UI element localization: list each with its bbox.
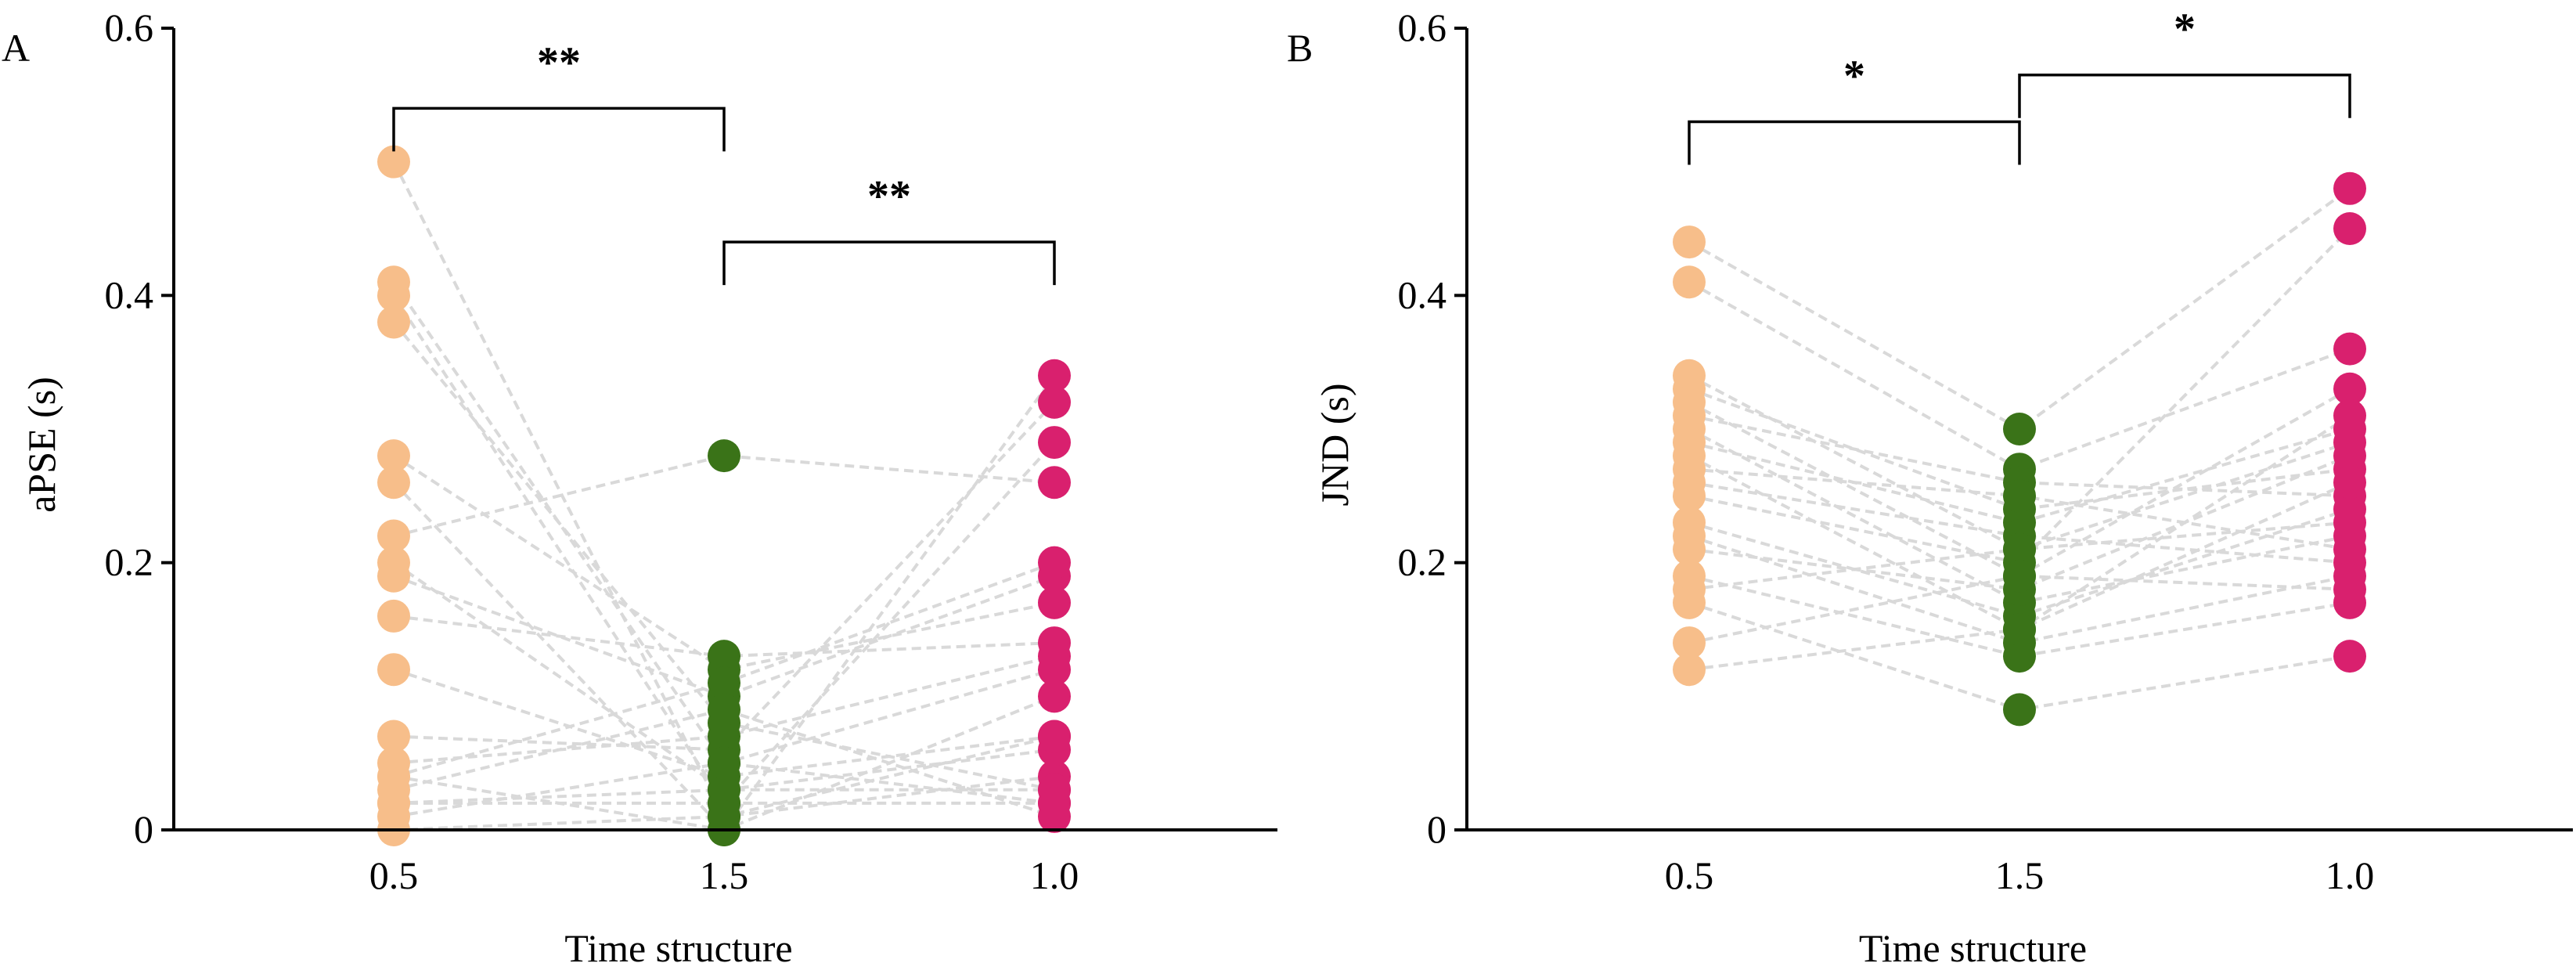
data-point-1.0 (2333, 466, 2366, 500)
x-tick-label: 1.0 (1030, 853, 1079, 897)
data-point-0.5 (1673, 265, 1706, 299)
data-point-1.5 (708, 799, 740, 833)
data-point-0.5 (1673, 532, 1706, 566)
data-point-1.0 (2333, 332, 2366, 366)
data-point-1.5 (708, 439, 740, 473)
data-point-1.0 (1038, 786, 1071, 820)
y-tick-label: 0.2 (1398, 540, 1447, 584)
significance-bracket (722, 240, 1056, 286)
data-point-1.0 (2333, 572, 2366, 606)
subject-line (1688, 427, 2351, 525)
data-point-1.5 (708, 693, 740, 727)
data-point-1.5 (2003, 559, 2036, 593)
y-tick-label: 0 (134, 807, 153, 851)
data-point-1.0 (1038, 546, 1071, 579)
y-tick-label: 0.4 (1398, 272, 1447, 316)
x-tick-label: 0.5 (1665, 853, 1714, 897)
subject-line (393, 574, 1055, 698)
y-axis-title: aPSE (s) (20, 377, 63, 513)
significance-label: ** (537, 38, 581, 87)
panel-label: B (1287, 26, 1313, 70)
data-point-0.5 (377, 720, 410, 753)
data-point-1.5 (2003, 479, 2036, 513)
data-point-1.0 (2333, 439, 2366, 473)
x-tick-label: 0.5 (369, 853, 419, 897)
data-point-0.5 (377, 559, 410, 593)
data-point-0.5 (1673, 626, 1706, 660)
data-point-1.5 (708, 746, 740, 780)
data-point-0.5 (377, 305, 410, 339)
subject-line (393, 454, 1055, 538)
x-tick-label: 1.0 (2326, 853, 2375, 897)
data-point-1.5 (708, 640, 740, 673)
y-axis-title: JND (s) (1313, 384, 1356, 507)
subject-line (1688, 387, 2351, 511)
x-tick-label: 1.5 (1995, 853, 2045, 897)
significance-label: ** (867, 172, 911, 221)
data-point-1.0 (1038, 720, 1071, 753)
significance-bracket (1688, 120, 2021, 165)
subject-line (1688, 574, 2351, 645)
data-point-1.0 (2333, 171, 2366, 205)
x-axis-title: Time structure (564, 926, 792, 963)
subject-line (392, 454, 1055, 672)
data-point-0.5 (1673, 225, 1706, 259)
data-point-1.5 (2003, 532, 2036, 566)
y-tick-label: 0 (1427, 807, 1447, 851)
significance-bracket (2018, 73, 2351, 118)
significance-label: * (2174, 5, 2196, 54)
subject-line (1688, 187, 2351, 431)
data-point-0.5 (377, 145, 410, 179)
data-point-1.5 (708, 720, 740, 753)
data-point-1.5 (708, 666, 740, 700)
panel-label: A (2, 26, 30, 70)
data-point-1.5 (2003, 693, 2036, 727)
subject-line (1688, 227, 2351, 564)
data-point-1.0 (1038, 586, 1071, 619)
y-tick-label: 0.4 (105, 272, 154, 316)
data-point-1.5 (2003, 640, 2036, 673)
y-tick-label: 0.2 (105, 540, 154, 584)
y-tick-label: 0.6 (1398, 5, 1447, 49)
data-point-1.0 (1038, 426, 1071, 460)
subject-line (392, 321, 1055, 792)
data-point-1.0 (1038, 680, 1071, 713)
significance-bracket (392, 106, 726, 152)
y-tick-label: 0.6 (105, 5, 154, 49)
panel-b: 0 0.2 0.4 0.6 0.5 1.5 1.0 Time structure JND (s)… (1287, 5, 2573, 963)
data-point-0.5 (377, 439, 410, 473)
data-point-1.5 (708, 773, 740, 806)
data-point-1.5 (2003, 613, 2036, 646)
data-point-1.0 (1038, 385, 1071, 419)
data-point-1.0 (1038, 466, 1071, 500)
data-point-0.5 (377, 519, 410, 553)
data-point-0.5 (377, 466, 410, 500)
data-point-1.0 (2333, 640, 2366, 673)
data-point-1.0 (2333, 399, 2366, 432)
panel-a: 0 0.2 0.4 0.6 0.5 1.5 1.0 Time structure aPSE (s… (2, 5, 1277, 963)
significance-label: * (1843, 52, 1865, 100)
data-point-1.5 (2003, 413, 2036, 445)
data-point-1.0 (1038, 359, 1071, 392)
x-tick-label: 1.5 (700, 853, 749, 897)
data-point-1.0 (2333, 212, 2366, 245)
data-point-1.0 (2333, 532, 2366, 566)
data-point-0.5 (1673, 479, 1706, 513)
data-point-1.0 (1038, 640, 1071, 673)
data-point-0.5 (377, 599, 410, 633)
data-point-1.0 (2333, 372, 2366, 406)
data-point-0.5 (1673, 586, 1706, 619)
data-point-0.5 (377, 653, 410, 687)
x-axis-title: Time structure (1859, 926, 2087, 963)
data-point-1.0 (2333, 506, 2366, 539)
data-point-0.5 (377, 279, 410, 312)
subject-line (1688, 413, 2351, 498)
subject-line (393, 708, 1055, 818)
subject-line (1688, 574, 2351, 658)
data-point-0.5 (1673, 653, 1706, 687)
data-point-0.5 (1673, 453, 1706, 486)
subject-line (392, 294, 1054, 805)
